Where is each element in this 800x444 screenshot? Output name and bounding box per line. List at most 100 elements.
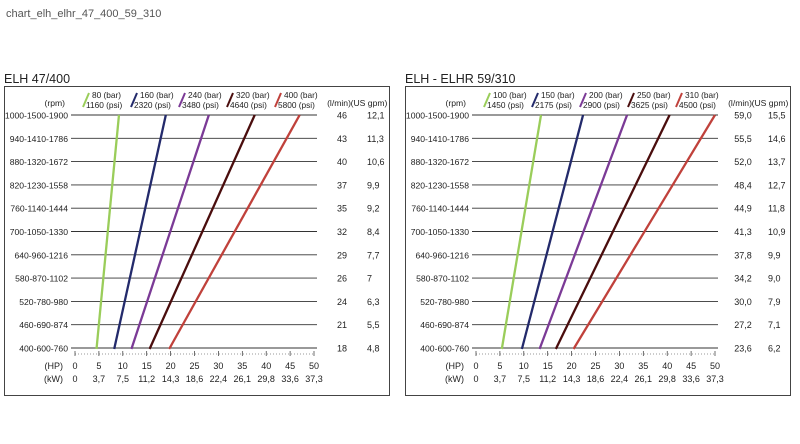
flow-lmin-label: 48,4 [734, 180, 752, 190]
rpm-tick-label: 700-1050-1330 [411, 227, 470, 237]
hp-tick-label: 20 [567, 361, 577, 371]
kw-tick-label: 0 [72, 374, 77, 384]
flow-gpm-header: (US gpm) [752, 98, 789, 108]
rpm-tick-label: 400-600-760 [420, 344, 469, 354]
flow-gpm-label: 8,4 [367, 227, 380, 237]
rpm-tick-label: 880-1320-1672 [10, 157, 69, 167]
chart-file-label: chart_elh_elhr_47_400_59_310 [6, 8, 162, 20]
flow-gpm-label: 11,8 [768, 204, 785, 214]
hp-axis-label: (HP) [446, 361, 465, 371]
legend-psi-label: 4640 (psi) [230, 100, 267, 110]
rpm-tick-label: 460-690-874 [420, 320, 469, 330]
kw-tick-label: 26,1 [234, 374, 252, 384]
hp-tick-label: 40 [261, 361, 271, 371]
kw-axis-label: (kW) [44, 374, 63, 384]
pressure-series-line [554, 114, 671, 350]
legend-swatch [178, 92, 186, 108]
rpm-tick-label: 1000-1500-1900 [5, 111, 68, 121]
flow-lmin-label: 59,0 [734, 111, 752, 121]
flow-gpm-label: 14,6 [768, 134, 786, 144]
rpm-tick-label: 940-1410-1786 [10, 134, 69, 144]
hp-tick-label: 15 [142, 361, 152, 371]
rpm-tick-label: 580-870-1102 [15, 274, 68, 284]
legend-swatch [82, 92, 90, 108]
kw-tick-label: 7,5 [518, 374, 531, 384]
hp-tick-label: 45 [686, 361, 696, 371]
flow-gpm-label: 10,6 [367, 157, 385, 167]
flow-gpm-label: 7,9 [768, 297, 781, 307]
flow-lmin-label: 24 [337, 297, 347, 307]
legend-bar-label: 160 (bar) [140, 90, 174, 100]
legend-psi-label: 5800 (psi) [278, 100, 315, 110]
kw-tick-label: 7,5 [117, 374, 130, 384]
pressure-series-line [538, 114, 629, 350]
flow-lmin-label: 34,2 [734, 274, 752, 284]
flow-gpm-label: 13,7 [768, 157, 786, 167]
power-chart-elh-47-400: 1000-1500-1900 46 12,1 940-1410-1786 43 11,3 8… [5, 90, 388, 384]
flow-gpm-label: 12,7 [768, 180, 786, 190]
flow-lmin-label: 29 [337, 250, 347, 260]
kw-tick-label: 22,4 [210, 374, 228, 384]
hp-tick-label: 15 [543, 361, 553, 371]
flow-gpm-label: 4,8 [367, 344, 380, 354]
pressure-series-line [130, 114, 210, 350]
flow-lmin-label: 27,2 [734, 320, 752, 330]
flow-gpm-label: 6,2 [768, 344, 781, 354]
legend-swatch [226, 92, 234, 108]
kw-tick-label: 18,6 [186, 374, 204, 384]
legend-swatch [579, 92, 587, 108]
flow-gpm-label: 9,2 [367, 204, 380, 214]
kw-tick-label: 22,4 [611, 374, 629, 384]
legend-bar-label: 310 (bar) [685, 90, 719, 100]
rpm-tick-label: 580-870-1102 [416, 274, 469, 284]
hp-tick-label: 0 [72, 361, 77, 371]
flow-lmin-label: 43 [337, 134, 347, 144]
rpm-tick-label: 760-1140-1444 [411, 204, 469, 214]
legend-swatch [627, 92, 635, 108]
hp-tick-label: 30 [614, 361, 624, 371]
chart-panel-elh-elhr-59-310: 1000-1500-1900 59,0 15,5 940-1410-1786 55,5 1… [405, 86, 791, 396]
rpm-tick-label: 1000-1500-1900 [406, 111, 469, 121]
rpm-tick-label: 400-600-760 [19, 344, 68, 354]
rpm-tick-label: 460-690-874 [19, 320, 68, 330]
legend-psi-label: 1160 (psi) [86, 100, 123, 110]
pressure-series-line [572, 114, 716, 350]
legend-bar-label: 320 (bar) [236, 90, 270, 100]
legend-swatch [130, 92, 138, 108]
legend-bar-label: 240 (bar) [188, 90, 222, 100]
kw-tick-label: 33,6 [682, 374, 700, 384]
hp-tick-label: 45 [285, 361, 295, 371]
flow-gpm-label: 15,5 [768, 111, 786, 121]
flow-gpm-label: 9,0 [768, 274, 781, 284]
rpm-tick-label: 700-1050-1330 [10, 227, 69, 237]
flow-lmin-header: (l/min) [728, 98, 752, 108]
flow-lmin-label: 35 [337, 204, 347, 214]
flow-gpm-label: 9,9 [768, 250, 781, 260]
flow-lmin-label: 32 [337, 227, 347, 237]
chart-title-elh-47-400: ELH 47/400 [4, 72, 71, 86]
rpm-tick-label: 640-960-1216 [415, 250, 469, 260]
legend-psi-label: 4500 (psi) [679, 100, 716, 110]
kw-tick-label: 29,8 [658, 374, 676, 384]
kw-tick-label: 29,8 [257, 374, 275, 384]
legend-bar-label: 200 (bar) [589, 90, 623, 100]
flow-lmin-label: 41,3 [734, 227, 752, 237]
chart-title-elh-elhr-59-310: ELH - ELHR 59/310 [405, 72, 516, 86]
flow-lmin-label: 52,0 [734, 157, 752, 167]
kw-tick-label: 33,6 [281, 374, 299, 384]
flow-gpm-label: 11,3 [367, 134, 384, 144]
flow-gpm-label: 12,1 [367, 111, 385, 121]
hp-tick-label: 50 [309, 361, 319, 371]
rpm-header: (rpm) [445, 98, 466, 108]
pressure-series-line [520, 114, 585, 350]
pressure-series-line [95, 114, 121, 350]
kw-tick-label: 14,3 [162, 374, 180, 384]
pressure-series-line [500, 114, 543, 350]
legend-psi-label: 3625 (psi) [631, 100, 668, 110]
legend-psi-label: 2320 (psi) [134, 100, 171, 110]
flow-gpm-header: (US gpm) [351, 98, 388, 108]
rpm-header: (rpm) [44, 98, 65, 108]
kw-axis-label: (kW) [445, 374, 464, 384]
hp-tick-label: 0 [473, 361, 478, 371]
